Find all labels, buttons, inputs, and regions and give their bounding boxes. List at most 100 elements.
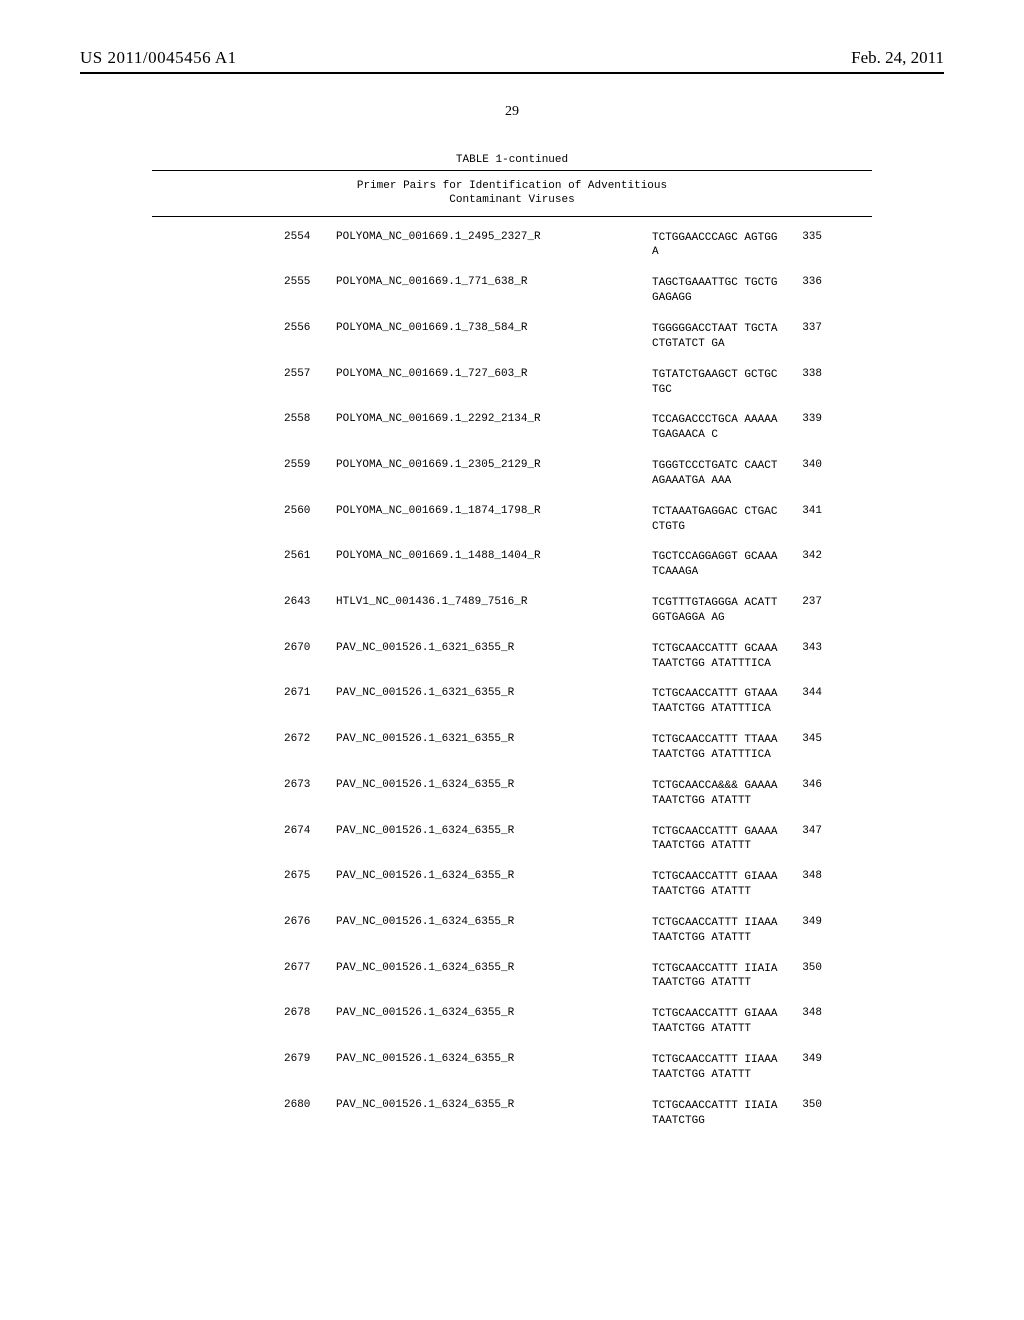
primer-id: 2643 [284, 596, 336, 608]
table-row: 2554POLYOMA_NC_001669.1_2495_2327_RTCTGG… [152, 231, 872, 261]
primer-id: 2554 [284, 231, 336, 243]
primer-sequence: TCTGCAACCA&&& GAAAATAATCTGG ATATTT [652, 779, 778, 809]
primer-id: 2675 [284, 870, 336, 882]
primer-name: POLYOMA_NC_001669.1_1874_1798_R [336, 505, 652, 517]
primer-sequence: TCTGCAACCATTT IIAIATAATCTGG [652, 1099, 778, 1129]
seq-id-no: 335 [778, 231, 822, 243]
page-number: 29 [80, 104, 944, 120]
primer-name: POLYOMA_NC_001669.1_2305_2129_R [336, 459, 652, 471]
seq-id-no: 339 [778, 413, 822, 425]
primer-name: PAV_NC_001526.1_6324_6355_R [336, 870, 652, 882]
seq-id-no: 344 [778, 687, 822, 699]
primer-table: TABLE 1-continued Primer Pairs for Ident… [152, 154, 872, 1128]
primer-id: 2559 [284, 459, 336, 471]
table-row: 2555POLYOMA_NC_001669.1_771_638_RTAGCTGA… [152, 276, 872, 306]
subtitle-line1: Primer Pairs for Identification of Adven… [357, 180, 667, 192]
primer-name: PAV_NC_001526.1_6321_6355_R [336, 733, 652, 745]
primer-id: 2561 [284, 550, 336, 562]
seq-id-no: 349 [778, 1053, 822, 1065]
primer-id: 2560 [284, 505, 336, 517]
table-subtitle: Primer Pairs for Identification of Adven… [152, 179, 872, 208]
primer-sequence: TCCAGACCCTGCA AAAAATGAGAACA C [652, 413, 778, 443]
seq-id-no: 338 [778, 368, 822, 380]
table-body: 2554POLYOMA_NC_001669.1_2495_2327_RTCTGG… [152, 231, 872, 1129]
seq-id-no: 341 [778, 505, 822, 517]
primer-id: 2673 [284, 779, 336, 791]
table-row: 2677PAV_NC_001526.1_6324_6355_RTCTGCAACC… [152, 962, 872, 992]
primer-name: POLYOMA_NC_001669.1_2495_2327_R [336, 231, 652, 243]
primer-name: PAV_NC_001526.1_6324_6355_R [336, 1007, 652, 1019]
table-row: 2560POLYOMA_NC_001669.1_1874_1798_RTCTAA… [152, 505, 872, 535]
primer-id: 2677 [284, 962, 336, 974]
primer-id: 2674 [284, 825, 336, 837]
seq-id-no: 342 [778, 550, 822, 562]
page-header: US 2011/0045456 A1 Feb. 24, 2011 [80, 48, 944, 74]
seq-id-no: 336 [778, 276, 822, 288]
primer-name: POLYOMA_NC_001669.1_771_638_R [336, 276, 652, 288]
primer-sequence: TGCTCCAGGAGGT GCAAATCAAAGA [652, 550, 778, 580]
primer-sequence: TGGGTCCCTGATC CAACTAGAAATGA AAA [652, 459, 778, 489]
primer-name: POLYOMA_NC_001669.1_727_603_R [336, 368, 652, 380]
primer-sequence: TCTGCAACCATTT IIAAATAATCTGG ATATTT [652, 1053, 778, 1083]
primer-name: PAV_NC_001526.1_6321_6355_R [336, 642, 652, 654]
table-row: 2558POLYOMA_NC_001669.1_2292_2134_RTCCAG… [152, 413, 872, 443]
primer-id: 2676 [284, 916, 336, 928]
publication-number: US 2011/0045456 A1 [80, 48, 237, 68]
table-row: 2557POLYOMA_NC_001669.1_727_603_RTGTATCT… [152, 368, 872, 398]
primer-sequence: TGTATCTGAAGCT GCTGCTGC [652, 368, 778, 398]
primer-name: PAV_NC_001526.1_6324_6355_R [336, 962, 652, 974]
table-row: 2675PAV_NC_001526.1_6324_6355_RTCTGCAACC… [152, 870, 872, 900]
primer-sequence: TCTGCAACCATTT GIAAATAATCTGG ATATTT [652, 870, 778, 900]
primer-id: 2557 [284, 368, 336, 380]
primer-sequence: TCTGCAACCATTT GCAAATAATCTGG ATATTTICA [652, 642, 778, 672]
table-row: 2676PAV_NC_001526.1_6324_6355_RTCTGCAACC… [152, 916, 872, 946]
primer-id: 2556 [284, 322, 336, 334]
publication-date: Feb. 24, 2011 [851, 48, 944, 68]
table-row: 2679PAV_NC_001526.1_6324_6355_RTCTGCAACC… [152, 1053, 872, 1083]
primer-id: 2680 [284, 1099, 336, 1111]
seq-id-no: 348 [778, 1007, 822, 1019]
table-row: 2556POLYOMA_NC_001669.1_738_584_RTGGGGGA… [152, 322, 872, 352]
primer-sequence: TCTGCAACCATTT GIAAATAATCTGG ATATTT [652, 1007, 778, 1037]
table-row: 2559POLYOMA_NC_001669.1_2305_2129_RTGGGT… [152, 459, 872, 489]
table-rule-mid [152, 216, 872, 217]
subtitle-line2: Contaminant Viruses [449, 194, 574, 206]
primer-sequence: TCTGCAACCATTT IIAAATAATCTGG ATATTT [652, 916, 778, 946]
seq-id-no: 350 [778, 962, 822, 974]
seq-id-no: 337 [778, 322, 822, 334]
primer-sequence: TCTGCAACCATTT GAAAATAATCTGG ATATTT [652, 825, 778, 855]
seq-id-no: 347 [778, 825, 822, 837]
primer-sequence: TCGTTTGTAGGGA ACATTGGTGAGGA AG [652, 596, 778, 626]
primer-id: 2558 [284, 413, 336, 425]
primer-name: PAV_NC_001526.1_6324_6355_R [336, 1053, 652, 1065]
table-row: 2561POLYOMA_NC_001669.1_1488_1404_RTGCTC… [152, 550, 872, 580]
primer-name: PAV_NC_001526.1_6324_6355_R [336, 779, 652, 791]
primer-id: 2555 [284, 276, 336, 288]
table-row: 2678PAV_NC_001526.1_6324_6355_RTCTGCAACC… [152, 1007, 872, 1037]
table-row: 2674PAV_NC_001526.1_6324_6355_RTCTGCAACC… [152, 825, 872, 855]
seq-id-no: 340 [778, 459, 822, 471]
seq-id-no: 348 [778, 870, 822, 882]
primer-sequence: TCTGCAACCATTT TTAAATAATCTGG ATATTTICA [652, 733, 778, 763]
primer-id: 2672 [284, 733, 336, 745]
primer-name: POLYOMA_NC_001669.1_738_584_R [336, 322, 652, 334]
primer-name: PAV_NC_001526.1_6324_6355_R [336, 825, 652, 837]
primer-sequence: TAGCTGAAATTGC TGCTGGAGAGG [652, 276, 778, 306]
table-rule-top [152, 170, 872, 171]
seq-id-no: 345 [778, 733, 822, 745]
table-row: 2670PAV_NC_001526.1_6321_6355_RTCTGCAACC… [152, 642, 872, 672]
primer-id: 2679 [284, 1053, 336, 1065]
primer-name: PAV_NC_001526.1_6321_6355_R [336, 687, 652, 699]
primer-sequence: TCTAAATGAGGAC CTGACCTGTG [652, 505, 778, 535]
primer-name: POLYOMA_NC_001669.1_1488_1404_R [336, 550, 652, 562]
primer-name: PAV_NC_001526.1_6324_6355_R [336, 1099, 652, 1111]
primer-sequence: TCTGCAACCATTT GTAAATAATCTGG ATATTTICA [652, 687, 778, 717]
primer-name: HTLV1_NC_001436.1_7489_7516_R [336, 596, 652, 608]
table-row: 2673PAV_NC_001526.1_6324_6355_RTCTGCAACC… [152, 779, 872, 809]
primer-id: 2671 [284, 687, 336, 699]
seq-id-no: 237 [778, 596, 822, 608]
primer-sequence: TCTGCAACCATTT IIAIATAATCTGG ATATTT [652, 962, 778, 992]
seq-id-no: 350 [778, 1099, 822, 1111]
seq-id-no: 343 [778, 642, 822, 654]
table-row: 2671PAV_NC_001526.1_6321_6355_RTCTGCAACC… [152, 687, 872, 717]
